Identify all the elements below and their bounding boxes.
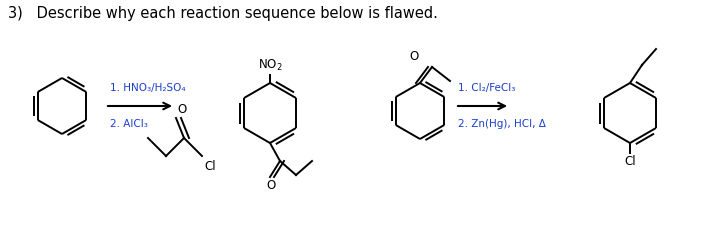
Text: 2. Zn(Hg), HCl, Δ: 2. Zn(Hg), HCl, Δ: [458, 119, 546, 129]
Text: Cl: Cl: [204, 160, 216, 173]
Text: 1. Cl₂/FeCl₃: 1. Cl₂/FeCl₃: [458, 83, 515, 93]
Text: 2. AlCl₃: 2. AlCl₃: [110, 119, 148, 129]
Text: 3)   Describe why each reaction sequence below is flawed.: 3) Describe why each reaction sequence b…: [8, 6, 438, 21]
Text: Cl: Cl: [624, 155, 636, 168]
Text: O: O: [409, 50, 418, 63]
Text: O: O: [177, 103, 186, 116]
Text: NO$_2$: NO$_2$: [258, 58, 283, 73]
Text: O: O: [266, 179, 275, 192]
Text: 1. HNO₃/H₂SO₄: 1. HNO₃/H₂SO₄: [110, 83, 186, 93]
